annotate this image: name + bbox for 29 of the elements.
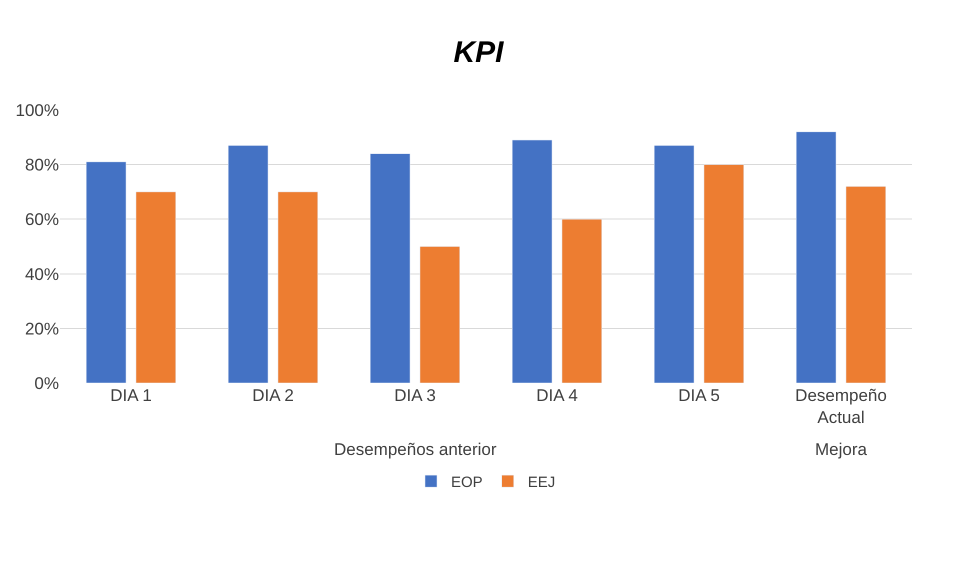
x-tick-label: DIA 5 (678, 386, 720, 405)
x-tick-label: Desempeño Actual (795, 386, 887, 428)
y-tick-label: 100% (16, 100, 59, 120)
bar (512, 140, 552, 383)
text: Desempeños anterior (334, 440, 497, 459)
x-tick-label: DIA 2 (252, 386, 294, 405)
bar (228, 145, 268, 383)
y-tick-label: 20% (24, 319, 59, 338)
bar (136, 192, 176, 383)
bar (278, 192, 318, 383)
bar (846, 186, 886, 383)
x-tick-label: DIA 3 (394, 386, 436, 405)
y-tick-label: 60% (24, 210, 59, 230)
bar (704, 164, 744, 383)
y-tick-label: 0% (34, 374, 59, 393)
y-tick-label: 40% (24, 264, 59, 284)
y-tick-label: 80% (24, 156, 59, 175)
bar (796, 132, 836, 383)
bar (654, 145, 694, 383)
legend-label: EEJ (528, 474, 556, 491)
text: Mejora (815, 440, 868, 459)
bar (370, 153, 410, 383)
bar (420, 246, 460, 383)
bar (86, 162, 126, 383)
chart-title: KPI (453, 36, 504, 69)
x-tick-label: DIA 4 (536, 386, 578, 405)
bar (562, 218, 602, 383)
legend-label: EOP (451, 474, 483, 491)
x-tick-label: DIA 1 (110, 386, 152, 405)
